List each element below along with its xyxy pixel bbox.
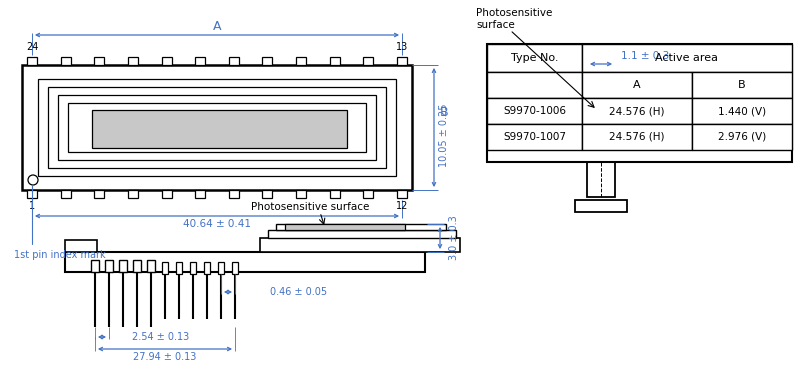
Circle shape bbox=[28, 175, 38, 185]
Bar bbox=[48, 87, 385, 168]
Bar bbox=[229, 57, 238, 65]
Bar bbox=[58, 95, 376, 160]
Bar bbox=[60, 57, 71, 65]
Bar bbox=[691, 72, 791, 98]
Bar bbox=[27, 190, 37, 198]
Bar bbox=[487, 98, 581, 124]
Bar bbox=[397, 57, 406, 65]
Bar bbox=[60, 190, 71, 198]
Bar bbox=[161, 57, 171, 65]
Text: 1: 1 bbox=[29, 201, 35, 211]
Bar bbox=[128, 57, 138, 65]
Bar bbox=[68, 103, 365, 152]
Text: A: A bbox=[633, 80, 640, 90]
Bar bbox=[132, 260, 141, 272]
Text: 1.1 ± 0.3: 1.1 ± 0.3 bbox=[620, 51, 668, 61]
Bar bbox=[581, 98, 691, 124]
Bar bbox=[329, 57, 340, 65]
Bar bbox=[176, 262, 181, 274]
Bar bbox=[487, 124, 581, 150]
Bar bbox=[363, 190, 373, 198]
Text: 24: 24 bbox=[26, 42, 38, 52]
Text: S9970-1007: S9970-1007 bbox=[503, 132, 565, 142]
Text: 2.976 (V): 2.976 (V) bbox=[717, 132, 765, 142]
Bar bbox=[91, 260, 99, 272]
Bar bbox=[691, 124, 791, 150]
Bar bbox=[218, 262, 224, 274]
Bar bbox=[119, 260, 127, 272]
Bar bbox=[262, 57, 272, 65]
Text: 27.94 ± 0.13: 27.94 ± 0.13 bbox=[133, 352, 197, 362]
Bar bbox=[259, 238, 459, 252]
Bar bbox=[65, 240, 97, 252]
Bar bbox=[65, 252, 425, 272]
Bar bbox=[190, 262, 196, 274]
Text: 12: 12 bbox=[395, 201, 408, 211]
Text: 13: 13 bbox=[395, 42, 408, 52]
Text: 3.0 ± 0.3: 3.0 ± 0.3 bbox=[448, 216, 459, 261]
Bar bbox=[487, 72, 581, 98]
Bar bbox=[105, 260, 113, 272]
Text: A: A bbox=[213, 21, 221, 34]
Bar bbox=[204, 262, 210, 274]
Bar bbox=[329, 190, 340, 198]
Bar bbox=[94, 190, 104, 198]
Text: Photosensitive surface: Photosensitive surface bbox=[251, 202, 369, 212]
Text: 40.64 ± 0.41: 40.64 ± 0.41 bbox=[183, 219, 251, 229]
Text: 1.440 (V): 1.440 (V) bbox=[717, 106, 765, 116]
Text: 1st pin index mark: 1st pin index mark bbox=[14, 185, 105, 260]
Bar bbox=[586, 107, 594, 137]
Bar bbox=[691, 98, 791, 124]
Text: 2.54 ± 0.13: 2.54 ± 0.13 bbox=[132, 332, 189, 342]
Bar bbox=[38, 79, 396, 176]
Bar bbox=[487, 44, 581, 72]
Bar bbox=[296, 190, 306, 198]
Text: 0.46 ± 0.05: 0.46 ± 0.05 bbox=[270, 287, 327, 297]
Bar bbox=[195, 190, 205, 198]
Bar bbox=[195, 57, 205, 65]
Bar bbox=[296, 57, 306, 65]
Bar bbox=[574, 200, 626, 212]
Bar bbox=[275, 224, 446, 230]
Bar bbox=[487, 44, 791, 162]
Bar bbox=[581, 44, 791, 72]
Text: 24.576 (H): 24.576 (H) bbox=[609, 132, 664, 142]
Bar bbox=[262, 190, 272, 198]
Bar bbox=[574, 78, 626, 90]
Text: Active area: Active area bbox=[654, 53, 718, 63]
Bar bbox=[589, 107, 606, 117]
Text: B: B bbox=[439, 106, 448, 119]
Bar bbox=[161, 262, 168, 274]
Bar bbox=[128, 190, 138, 198]
Text: Type No.: Type No. bbox=[510, 53, 557, 63]
Bar bbox=[94, 57, 104, 65]
Bar bbox=[229, 190, 238, 198]
Bar bbox=[147, 260, 155, 272]
Bar bbox=[92, 110, 347, 148]
Text: Photosensitive
surface: Photosensitive surface bbox=[475, 8, 552, 30]
Bar bbox=[586, 77, 614, 197]
Text: S9970-1006: S9970-1006 bbox=[503, 106, 565, 116]
Bar bbox=[232, 262, 238, 274]
Bar bbox=[586, 137, 591, 152]
Text: 10.05 ± 0.25: 10.05 ± 0.25 bbox=[438, 104, 448, 167]
Bar bbox=[284, 224, 405, 230]
Bar bbox=[581, 72, 691, 98]
Bar bbox=[363, 57, 373, 65]
Bar bbox=[581, 124, 691, 150]
Bar bbox=[161, 190, 171, 198]
Text: 24.576 (H): 24.576 (H) bbox=[609, 106, 664, 116]
Bar bbox=[22, 65, 411, 190]
Bar bbox=[397, 190, 406, 198]
Bar bbox=[27, 57, 37, 65]
Bar bbox=[267, 230, 455, 238]
Text: B: B bbox=[737, 80, 745, 90]
